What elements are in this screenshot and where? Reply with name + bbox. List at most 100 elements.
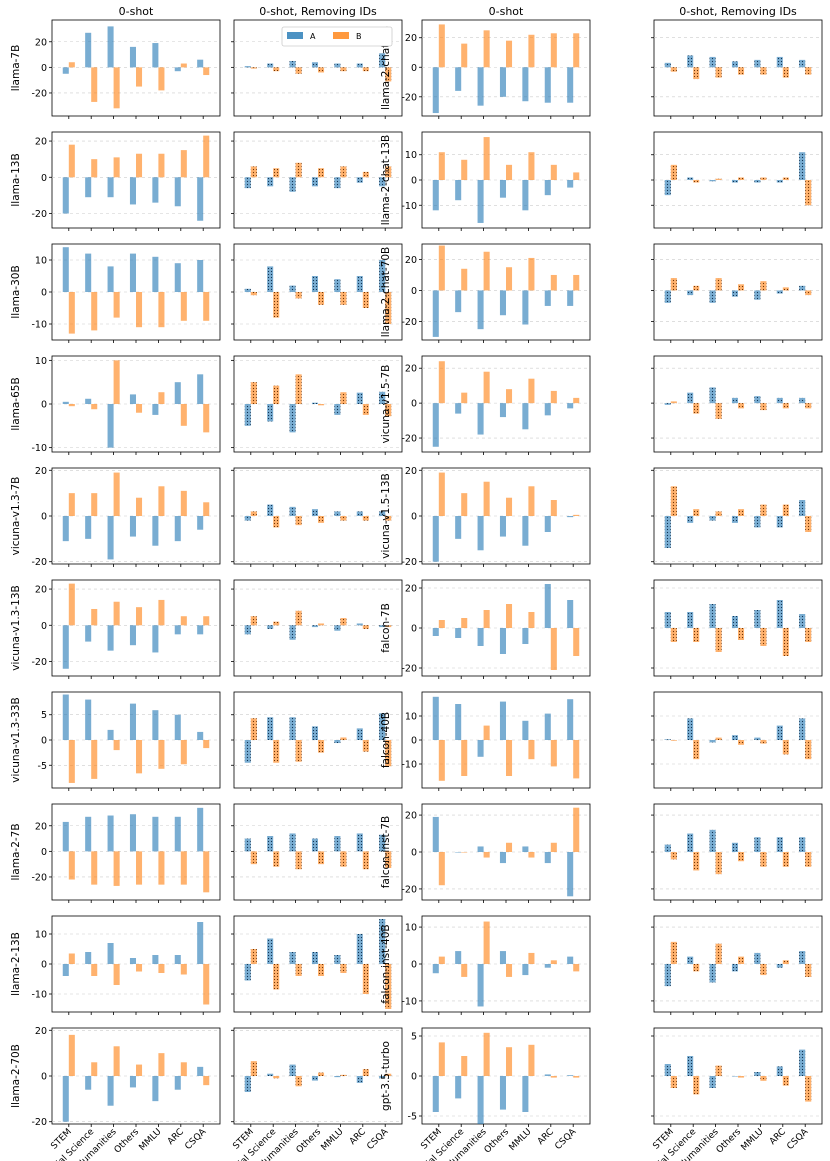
bar-b-humanities xyxy=(295,1076,302,1087)
model-label: falcon-inst-40B xyxy=(380,924,392,1003)
bar-a-humanities xyxy=(107,26,114,68)
subplot-llama-2-chat-70B-0-shot: -20 0 20 llama-2-chat-70B xyxy=(380,243,591,343)
bar-a-social-science xyxy=(687,55,694,68)
bar-a-others xyxy=(311,509,318,516)
bar-a-mmlu xyxy=(334,836,341,852)
bar-a-arc xyxy=(174,1076,181,1090)
bar-b-humanities xyxy=(483,610,490,628)
bar-b-mmlu xyxy=(528,34,535,68)
bar-a-mmlu xyxy=(522,180,529,211)
bar-b-mmlu xyxy=(340,392,347,404)
x-tick-label: CSQA xyxy=(553,1126,579,1152)
bar-a-arc xyxy=(356,511,363,516)
bar-a-mmlu xyxy=(152,404,159,415)
y-tick-label: 10 xyxy=(35,356,47,367)
bar-a-arc xyxy=(776,837,783,852)
column-title: 0-shot, Removing IDs xyxy=(259,5,377,18)
bar-a-humanities xyxy=(709,516,716,521)
bar-b-stem xyxy=(250,511,257,516)
model-label: llama-2-chat-13B xyxy=(380,135,392,226)
bar-a-arc xyxy=(544,584,551,628)
legend-label-a: A xyxy=(310,32,316,41)
bar-a-csqa xyxy=(799,500,806,516)
bar-a-arc xyxy=(776,397,783,404)
column-title: 0-shot, Removing IDs xyxy=(679,5,797,18)
bar-b-mmlu xyxy=(340,67,347,72)
bar-b-social-science xyxy=(273,1076,280,1079)
bar-a-social-science xyxy=(687,612,694,628)
y-tick-label: -10 xyxy=(401,996,417,1007)
bar-a-others xyxy=(311,952,318,964)
y-tick-label: -20 xyxy=(31,1117,47,1128)
bar-b-humanities xyxy=(295,374,302,404)
bar-a-others xyxy=(731,61,738,68)
bar-b-stem xyxy=(68,62,75,68)
x-tick-label: CSQA xyxy=(183,1126,209,1152)
bar-b-csqa xyxy=(203,67,210,76)
bar-a-mmlu xyxy=(152,177,159,203)
x-tick-label: CSQA xyxy=(365,1126,391,1152)
bar-b-humanities xyxy=(113,740,120,751)
bar-a-csqa xyxy=(197,731,204,740)
bar-b-humanities xyxy=(715,178,722,180)
bar-a-stem xyxy=(244,404,251,426)
y-tick-label: 0 xyxy=(41,960,47,971)
bar-a-mmlu xyxy=(152,516,159,546)
bar-a-humanities xyxy=(477,628,484,646)
bar-b-social-science xyxy=(693,509,700,516)
bar-b-social-science xyxy=(273,67,280,72)
model-label: llama-2-chat-70B xyxy=(380,247,392,338)
bar-a-social-science xyxy=(455,290,462,313)
bar-b-mmlu xyxy=(340,737,347,740)
bar-a-csqa xyxy=(379,391,386,404)
bar-a-stem xyxy=(664,739,671,740)
subplot-llama-30B-0-shot: -10 0 10 llama-30B xyxy=(10,243,221,343)
bar-a-social-science xyxy=(85,253,92,292)
bar-a-social-science xyxy=(85,816,92,852)
bar-b-csqa xyxy=(385,740,392,767)
subplot-llama-13B-removing-ids xyxy=(231,131,403,231)
bar-b-arc xyxy=(550,164,557,180)
bar-a-stem xyxy=(664,62,671,68)
bar-a-mmlu xyxy=(334,511,341,516)
bar-a-social-science xyxy=(267,1073,274,1076)
bar-a-arc xyxy=(776,56,783,68)
y-tick-label: 0 xyxy=(41,512,47,523)
y-tick-label: 0 xyxy=(411,399,417,410)
bar-a-csqa xyxy=(197,177,204,221)
bar-b-stem xyxy=(250,166,257,178)
bar-a-humanities xyxy=(477,516,484,551)
y-tick-label: 10 xyxy=(405,712,417,723)
bar-a-social-science xyxy=(687,956,694,964)
subplot-llama-2-chat-13B-removing-ids xyxy=(651,131,823,231)
subplot-vicuna-v1.5-13B-0-shot: -20 0 20 vicuna-v1.5-13B xyxy=(380,466,591,568)
bar-b-stem xyxy=(250,292,257,296)
bar-b-mmlu xyxy=(528,952,535,964)
bar-b-stem xyxy=(68,1034,75,1076)
bar-a-others xyxy=(311,838,318,852)
bar-b-humanities xyxy=(715,278,722,291)
bar-b-stem xyxy=(670,852,677,860)
bar-b-arc xyxy=(782,67,789,78)
bar-b-stem xyxy=(250,67,257,69)
subplot-falcon-40B-removing-ids xyxy=(651,691,823,791)
bar-b-social-science xyxy=(693,285,700,291)
bar-b-humanities xyxy=(715,943,722,964)
bar-a-csqa xyxy=(567,852,574,897)
bar-a-humanities xyxy=(289,60,296,68)
bar-a-humanities xyxy=(107,266,114,292)
bar-b-social-science xyxy=(91,740,98,779)
bar-a-others xyxy=(129,625,136,646)
bar-b-csqa xyxy=(573,274,580,291)
y-tick-label: 5 xyxy=(41,710,47,721)
bar-b-arc xyxy=(782,1076,789,1086)
bar-b-others xyxy=(318,851,325,865)
bar-a-mmlu xyxy=(754,290,761,300)
x-tick-label: Others xyxy=(113,1127,142,1156)
bar-a-stem xyxy=(432,180,439,211)
y-tick-label: -20 xyxy=(31,557,47,568)
bar-a-csqa xyxy=(197,807,204,852)
bar-b-others xyxy=(738,284,745,291)
bar-a-arc xyxy=(776,290,783,294)
bar-a-social-science xyxy=(85,1076,92,1090)
